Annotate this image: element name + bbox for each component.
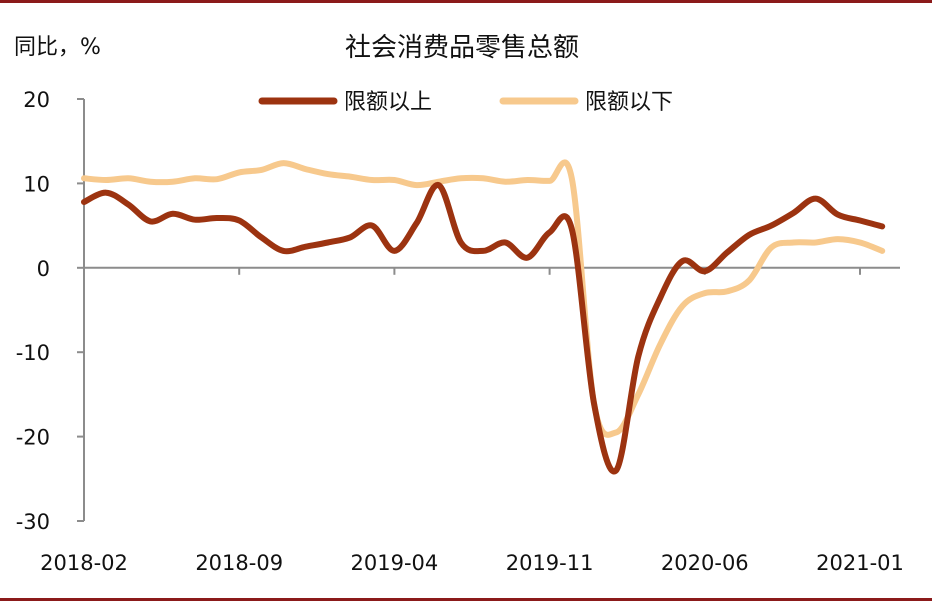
chart-title: 社会消费品零售总额 — [345, 33, 579, 63]
bottom-rule — [0, 598, 932, 601]
y-tick-label: 20 — [23, 88, 50, 112]
y-tick-label: 10 — [23, 172, 50, 196]
axes — [77, 98, 900, 522]
x-tick-labels: 2018-02 2018-09 2019-04 2019-11 2020-06 2021-… — [40, 551, 904, 575]
y-axis-unit-label: 同比，% — [14, 35, 101, 60]
y-tick-label: 0 — [37, 257, 50, 281]
x-tick-label: 2018-09 — [195, 551, 283, 575]
x-tick-label: 2019-04 — [351, 551, 439, 575]
series-line-2 — [81, 159, 886, 438]
y-tick-labels: 20 10 0 -10 -20 -30 — [16, 88, 50, 534]
series-line-1 — [81, 182, 886, 475]
x-tick-label: 2018-02 — [40, 551, 128, 575]
y-tick-label: -10 — [16, 341, 50, 365]
y-tick-label: -20 — [16, 426, 50, 450]
series-layer — [81, 159, 886, 475]
top-rule — [0, 0, 932, 3]
x-tick-label: 2019-11 — [506, 551, 594, 575]
x-tick-label: 2020-06 — [661, 551, 749, 575]
y-tick-label: -30 — [16, 510, 50, 534]
x-tick-label: 2021-01 — [816, 551, 904, 575]
legend-label-2: 限额以下 — [585, 90, 673, 115]
legend-label-1: 限额以上 — [344, 90, 432, 115]
legend: 限额以上 限额以下 — [258, 90, 673, 115]
